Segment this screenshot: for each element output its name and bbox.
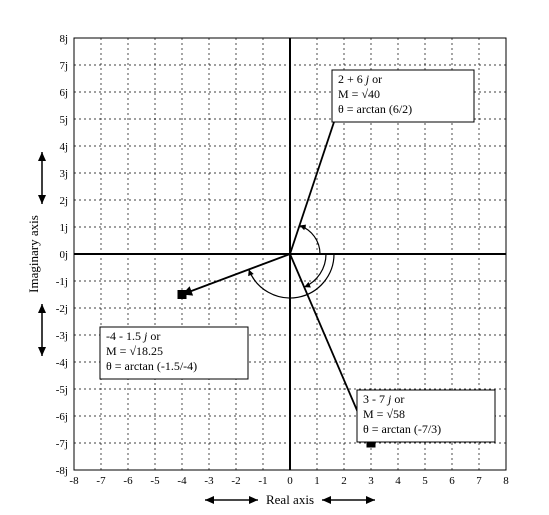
annotation-box: -4 - 1.5 j orM = √18.25θ = arctan (-1.5/… — [100, 327, 248, 379]
svg-text:3: 3 — [368, 475, 374, 487]
x-axis-label: Real axis — [266, 492, 314, 507]
svg-text:-3j: -3j — [56, 330, 68, 342]
svg-text:2j: 2j — [59, 195, 68, 207]
svg-text:-8j: -8j — [56, 465, 68, 477]
svg-text:6j: 6j — [59, 87, 68, 99]
svg-text:θ = arctan (-1.5/-4): θ = arctan (-1.5/-4) — [106, 359, 197, 373]
svg-text:M = √58: M = √58 — [363, 407, 405, 421]
svg-text:M = √18.25: M = √18.25 — [106, 344, 163, 358]
svg-text:-8: -8 — [69, 475, 79, 487]
svg-text:5: 5 — [422, 475, 428, 487]
svg-text:8j: 8j — [59, 33, 68, 45]
svg-text:5j: 5j — [59, 114, 68, 126]
svg-text:-1: -1 — [258, 475, 267, 487]
svg-text:-2j: -2j — [56, 303, 68, 315]
svg-text:-5: -5 — [150, 475, 160, 487]
svg-text:4j: 4j — [59, 141, 68, 153]
svg-text:0: 0 — [287, 475, 293, 487]
svg-text:2 + 6 j or: 2 + 6 j or — [338, 72, 382, 86]
annotation-box: 2 + 6 j orM = √40θ = arctan (6/2) — [332, 70, 474, 122]
svg-text:-5j: -5j — [56, 384, 68, 396]
svg-text:-4j: -4j — [56, 357, 68, 369]
svg-text:0j: 0j — [59, 249, 68, 261]
svg-text:-4 - 1.5 j or: -4 - 1.5 j or — [106, 329, 160, 343]
svg-text:θ = arctan (-7/3): θ = arctan (-7/3) — [363, 422, 441, 436]
svg-text:6: 6 — [449, 475, 455, 487]
svg-text:-2: -2 — [231, 475, 240, 487]
svg-text:θ = arctan (6/2): θ = arctan (6/2) — [338, 102, 412, 116]
chart-svg: -8 -7 -6 -5 -4 -3 -2 -1 0 1 2 3 4 5 6 7 8 -8j -7j -6j -5j -4j… — [0, 0, 549, 515]
svg-text:8: 8 — [503, 475, 509, 487]
svg-text:-3: -3 — [204, 475, 214, 487]
svg-text:1: 1 — [314, 475, 320, 487]
svg-text:1j: 1j — [59, 222, 68, 234]
svg-text:7j: 7j — [59, 60, 68, 72]
y-axis-label: Imaginary axis — [26, 215, 41, 293]
svg-text:-7j: -7j — [56, 438, 68, 450]
complex-plane-plot: { "canvas": { "width": 549, "height": 51… — [0, 0, 549, 515]
svg-text:M = √40: M = √40 — [338, 87, 380, 101]
annotation-box: 3 - 7 j orM = √58θ = arctan (-7/3) — [357, 390, 495, 442]
svg-text:3j: 3j — [59, 168, 68, 180]
svg-text:-4: -4 — [177, 475, 187, 487]
svg-text:3 - 7 j or: 3 - 7 j or — [363, 392, 404, 406]
data-point — [178, 290, 187, 299]
svg-text:-1j: -1j — [56, 276, 68, 288]
svg-text:-6j: -6j — [56, 411, 68, 423]
svg-text:7: 7 — [476, 475, 482, 487]
svg-text:-6: -6 — [123, 475, 133, 487]
svg-text:-7: -7 — [96, 475, 106, 487]
svg-text:4: 4 — [395, 475, 401, 487]
svg-text:2: 2 — [341, 475, 347, 487]
